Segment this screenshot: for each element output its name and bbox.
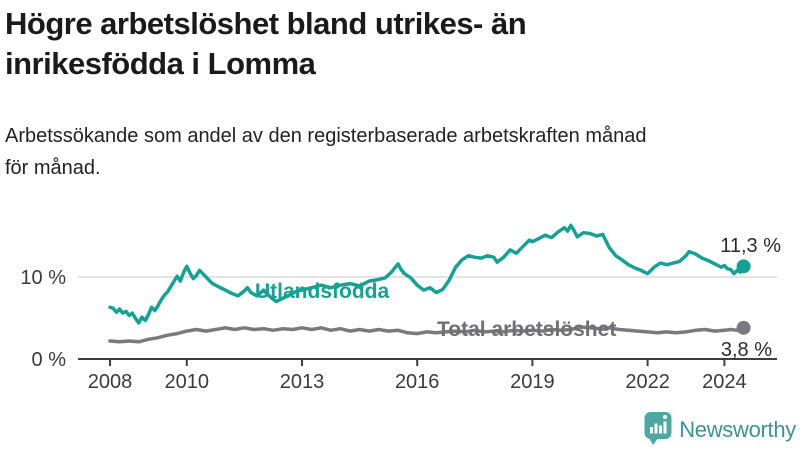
newsworthy-logo: Newsworthy	[644, 411, 796, 448]
chart-title: Högre arbetslöshet bland utrikes- än inr…	[5, 6, 527, 81]
x-tick-label: 2013	[280, 371, 325, 393]
x-tick-label: 2010	[165, 371, 210, 393]
x-tick-label: 2016	[395, 371, 440, 393]
series-line-utlandsf-dda	[108, 223, 746, 325]
series-end-dot-utlandsf-dda	[736, 259, 751, 274]
x-tick-label: 2024	[702, 371, 747, 393]
series-label-utlandsf-dda: Utlandsfödda	[255, 280, 389, 303]
series-line-total-arbetsl-shet	[108, 325, 746, 344]
y-tick-label: 0 %	[32, 349, 67, 371]
x-tick-label: 2022	[625, 371, 670, 393]
y-tick-label: 10 %	[20, 267, 66, 289]
newsworthy-wordmark: Newsworthy	[679, 416, 796, 442]
series-label-total-arbetsl-shet: Total arbetslöshet	[437, 318, 616, 341]
x-tick-label: 2008	[88, 371, 133, 393]
series-end-dot-total-arbetsl-shet	[736, 320, 751, 335]
value-label-utlandsf-dda: 11,3 %	[720, 235, 781, 257]
newsworthy-chart-bubble-icon	[644, 412, 672, 445]
value-label-total-arbetsl-shet: 3,8 %	[721, 339, 772, 361]
chart-subtitle: Arbetssökande som andel av den registerb…	[5, 125, 647, 179]
x-tick-label: 2019	[510, 371, 555, 393]
